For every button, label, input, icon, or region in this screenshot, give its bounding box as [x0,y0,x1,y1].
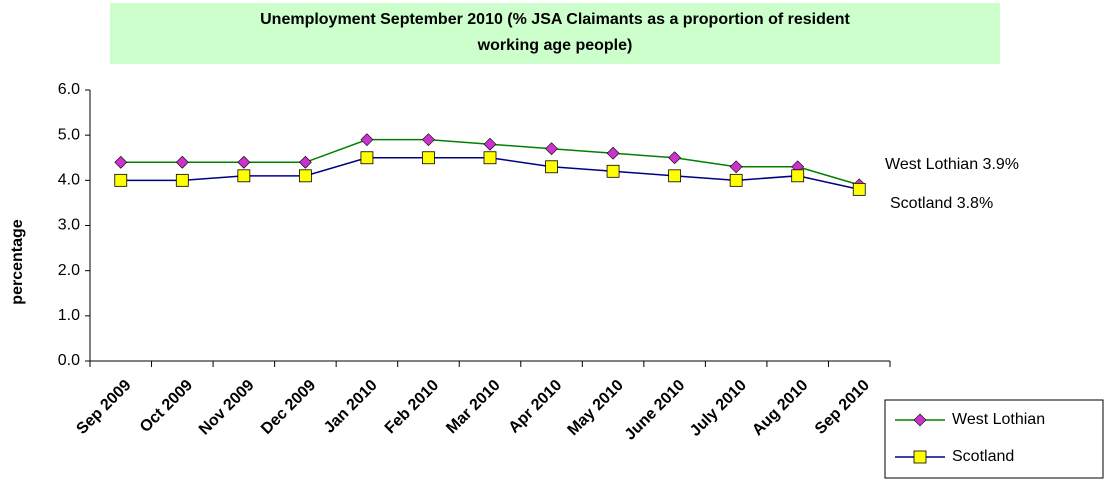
x-tick-label: Oct 2009 [137,377,196,436]
x-tick-label: Jan 2010 [321,377,381,437]
x-tick-label: May 2010 [565,377,627,439]
point [483,137,497,151]
point [114,173,128,187]
x-tick-label: Aug 2010 [749,377,811,439]
point [729,173,743,187]
point [606,146,620,160]
legend-box [884,399,1104,479]
x-tick-label: July 2010 [687,377,750,440]
point [360,151,374,165]
point [114,155,128,169]
point [545,160,558,174]
title-background [110,3,1000,64]
y-tick-label: 0.0 [58,352,80,369]
x-tick-label: Sep 2009 [73,377,134,438]
x-tick-label: June 2010 [622,377,689,444]
y-tick-label: 6.0 [58,81,80,98]
legend-label: Scotland [952,448,1014,465]
legend-label: West Lothian [952,411,1045,428]
point [360,133,374,147]
y-axis-label: percentage [9,219,26,304]
point [175,155,189,169]
point [791,169,805,183]
point [422,151,435,165]
y-tick-label: 4.0 [58,172,80,189]
x-tick-label: Sep 2010 [812,377,873,438]
point [852,182,866,196]
point [298,155,312,169]
point [668,151,682,165]
point [237,155,251,169]
annotation: Scotland 3.8% [890,195,993,212]
x-tick-label: Feb 2010 [382,377,443,438]
x-tick-label: Mar 2010 [443,377,504,438]
legend-marker [913,450,927,464]
x-tick-label: Apr 2010 [506,377,566,437]
point [729,160,743,174]
y-tick-label: 1.0 [58,307,80,324]
y-tick-label: 2.0 [58,262,80,279]
point [668,169,682,183]
point [422,133,435,147]
point [175,173,189,187]
chart-title: working age people) [477,37,633,54]
y-tick-label: 3.0 [58,217,80,234]
x-tick-label: Dec 2009 [258,377,319,438]
annotation: West Lothian 3.9% [885,156,1019,173]
x-tick-label: Nov 2009 [196,377,258,439]
y-tick-label: 5.0 [58,126,80,143]
point [298,169,312,183]
point [237,169,251,183]
point [545,142,558,156]
chart-title: Unemployment September 2010 (% JSA Claim… [260,11,850,28]
legend-marker [913,413,927,427]
point [606,164,620,178]
point [483,151,497,165]
